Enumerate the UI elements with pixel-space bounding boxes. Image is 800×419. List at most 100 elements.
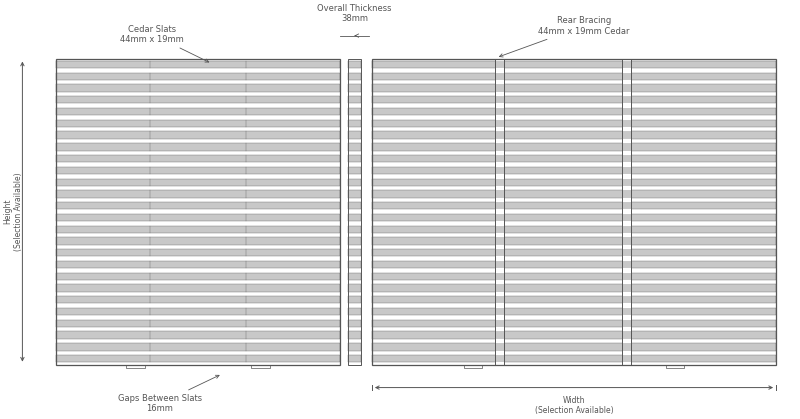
Bar xyxy=(372,225,776,233)
Bar xyxy=(372,84,776,92)
Bar xyxy=(495,343,504,351)
Bar xyxy=(622,285,631,292)
Bar xyxy=(495,61,504,68)
Bar xyxy=(622,225,631,233)
Bar xyxy=(495,237,504,245)
Bar xyxy=(495,155,504,162)
Bar xyxy=(372,343,776,351)
Bar xyxy=(56,72,340,80)
Bar xyxy=(56,225,340,233)
Bar xyxy=(56,143,340,150)
Bar xyxy=(372,308,776,315)
Bar xyxy=(495,285,504,292)
Bar xyxy=(56,261,340,268)
Bar xyxy=(622,178,631,186)
Bar xyxy=(622,320,631,327)
Bar xyxy=(348,249,361,256)
Bar xyxy=(348,320,361,327)
Bar xyxy=(348,178,361,186)
Bar xyxy=(348,84,361,92)
Bar xyxy=(56,249,340,256)
Text: Height
(Selection Available): Height (Selection Available) xyxy=(3,172,22,251)
Bar xyxy=(372,96,776,103)
Bar xyxy=(56,331,340,339)
Bar xyxy=(622,202,631,210)
Bar xyxy=(348,108,361,115)
Bar xyxy=(495,72,504,80)
Bar xyxy=(622,296,631,303)
Bar xyxy=(495,190,504,198)
Bar xyxy=(348,355,361,362)
Bar xyxy=(372,108,776,115)
Bar xyxy=(622,84,631,92)
Bar xyxy=(495,178,504,186)
Bar xyxy=(56,273,340,280)
Bar xyxy=(372,59,776,365)
Bar xyxy=(348,132,361,139)
Bar xyxy=(348,96,361,103)
Bar xyxy=(56,155,340,162)
Bar xyxy=(372,72,776,80)
Bar xyxy=(622,108,631,115)
Bar xyxy=(372,273,776,280)
Bar xyxy=(56,202,340,210)
Bar xyxy=(495,320,504,327)
Bar xyxy=(348,143,361,150)
Bar xyxy=(622,237,631,245)
Bar xyxy=(348,155,361,162)
Text: Gaps Between Slats
16mm: Gaps Between Slats 16mm xyxy=(118,375,219,413)
Bar xyxy=(56,167,340,174)
Bar xyxy=(56,59,340,365)
Bar xyxy=(56,120,340,127)
Bar xyxy=(622,96,631,103)
Bar xyxy=(372,178,776,186)
Bar xyxy=(348,190,361,198)
Bar xyxy=(372,331,776,339)
Bar xyxy=(495,59,504,365)
Bar xyxy=(495,96,504,103)
Text: Cedar Slats
44mm x 19mm: Cedar Slats 44mm x 19mm xyxy=(120,25,209,62)
Bar xyxy=(495,273,504,280)
Bar xyxy=(495,167,504,174)
Bar xyxy=(372,132,776,139)
Bar xyxy=(56,96,340,103)
Bar xyxy=(348,225,361,233)
Bar xyxy=(622,343,631,351)
Bar xyxy=(56,308,340,315)
Bar xyxy=(348,237,361,245)
Bar xyxy=(348,202,361,210)
Bar xyxy=(622,308,631,315)
Bar xyxy=(495,249,504,256)
Bar xyxy=(348,167,361,174)
Bar xyxy=(495,214,504,221)
Bar xyxy=(495,331,504,339)
Bar xyxy=(348,72,361,80)
Bar xyxy=(372,296,776,303)
Bar xyxy=(622,331,631,339)
Bar xyxy=(622,167,631,174)
Bar xyxy=(622,61,631,68)
Bar xyxy=(622,120,631,127)
Bar xyxy=(372,261,776,268)
Bar xyxy=(348,285,361,292)
Bar xyxy=(56,108,340,115)
Bar xyxy=(56,296,340,303)
Bar xyxy=(622,132,631,139)
Bar xyxy=(348,308,361,315)
Bar xyxy=(56,61,340,68)
Text: Width
(Selection Available): Width (Selection Available) xyxy=(535,396,614,415)
Bar xyxy=(56,190,340,198)
Bar xyxy=(56,214,340,221)
Bar xyxy=(622,155,631,162)
Bar xyxy=(372,59,776,365)
Bar xyxy=(372,249,776,256)
Bar xyxy=(495,355,504,362)
Bar xyxy=(348,261,361,268)
Bar xyxy=(372,167,776,174)
Bar xyxy=(348,120,361,127)
Bar xyxy=(348,214,361,221)
Bar xyxy=(372,143,776,150)
Bar xyxy=(495,308,504,315)
Bar xyxy=(495,225,504,233)
Bar xyxy=(348,296,361,303)
